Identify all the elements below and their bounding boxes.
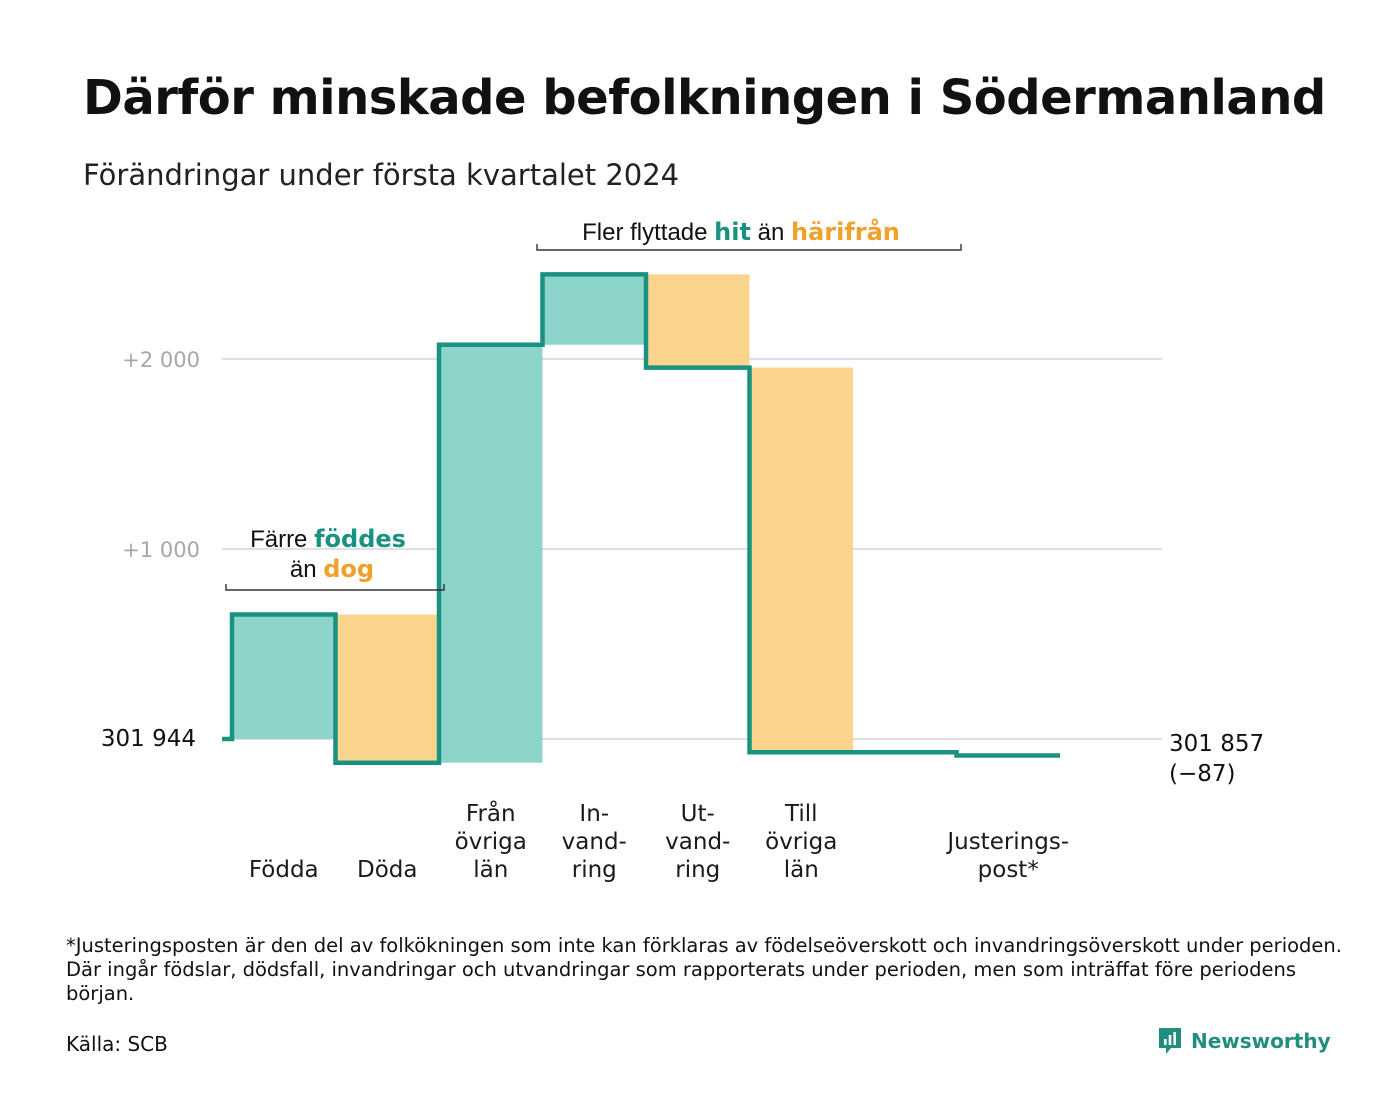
start-value-label: 301 944 [101, 726, 196, 752]
annotation-text: Färre föddes [250, 525, 406, 553]
category-label: In- [579, 801, 609, 827]
category-label: övriga [455, 829, 527, 855]
source-label: Källa: SCB [66, 1032, 168, 1056]
category-label: Döda [357, 857, 417, 883]
annotation-text: än dog [290, 555, 374, 583]
annotation-segment: härifrån [791, 217, 900, 246]
category-label: Ut- [681, 801, 715, 827]
step-line-group [222, 272, 1060, 766]
y-tick-label: +1 000 [122, 538, 200, 562]
end-change-label: (−87) [1169, 761, 1235, 787]
annotation-bracket [536, 244, 962, 251]
waterfall-chart: +2 000 +1 000 301 944 301 857 (−87) Födda… [101, 217, 1264, 883]
brand-logo: Newsworthy [1157, 1026, 1331, 1056]
end-value-label: 301 857 [1169, 731, 1264, 757]
annotation-segment: föddes [314, 525, 406, 553]
category-label: län [784, 857, 819, 883]
annotation-segment: Färre [250, 526, 314, 553]
category-label: övriga [765, 829, 837, 855]
category-label: Från [466, 799, 516, 827]
step-line [222, 272, 1060, 766]
newsworthy-logo-icon [1159, 1028, 1181, 1054]
category-label: ring [675, 857, 720, 883]
annotation-segment: än [290, 556, 323, 583]
annotation-text: Fler flyttade hit än härifrån [582, 217, 900, 246]
chart-title: Därför minskade befolkningen i Södermanl… [83, 70, 1326, 126]
category-label: vand- [562, 829, 627, 855]
annotation-segment: än [751, 219, 791, 246]
chart-subtitle: Förändringar under första kvartalet 2024 [83, 158, 680, 192]
bar-från-övriga-län [439, 344, 543, 763]
category-label: Födda [249, 857, 319, 883]
category-label: vand- [665, 829, 730, 855]
y-tick-label: +2 000 [122, 348, 200, 372]
category-label: Justerings- [945, 829, 1069, 855]
category-label: Till [784, 801, 818, 827]
annotation-segment: Fler flyttade [582, 219, 714, 246]
category-label: län [473, 857, 508, 883]
brand-name: Newsworthy [1191, 1029, 1331, 1053]
bars [232, 274, 853, 763]
annotation-segment: hit [714, 218, 751, 246]
bar-födda [232, 614, 336, 739]
bar-invandring [542, 274, 646, 345]
bar-döda [335, 614, 439, 763]
category-labels: Födda DödaFrånövrigalänIn-vand-ringUt-van… [249, 799, 1069, 883]
bar-utvandring [646, 274, 750, 368]
category-label: ring [572, 857, 617, 883]
labels: 301 944 301 857 (−87) [101, 726, 1264, 787]
annotation-bracket [225, 584, 445, 591]
footnote: *Justeringsposten är den del av folkökni… [66, 934, 1342, 1005]
category-label: post* [978, 857, 1039, 883]
bar-till-övriga-län [749, 367, 853, 753]
annotation-segment: dog [323, 555, 374, 583]
